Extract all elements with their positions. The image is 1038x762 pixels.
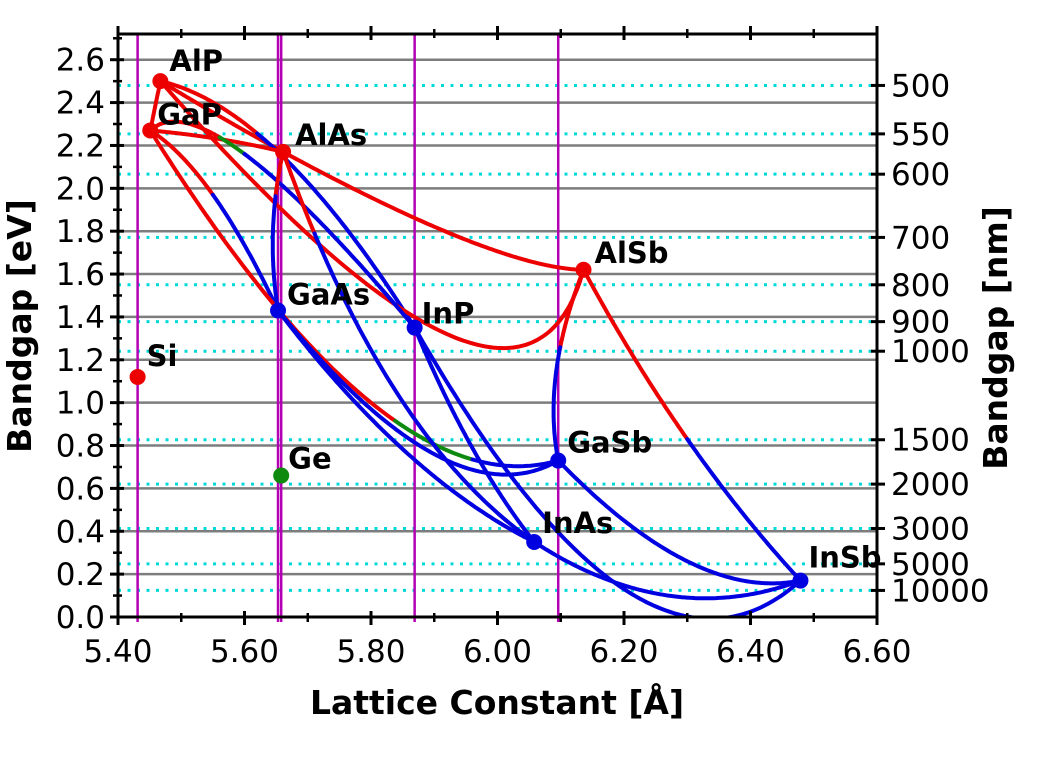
x-tick-label-6.40: 6.40: [716, 634, 785, 670]
alloy-curve-GaAs-GaSb-direct: [276, 308, 561, 477]
nm-tick-label-550: 550: [891, 117, 950, 153]
tick-labels-layer: 5.40 5.60 5.80 6.00 6.20 6.40 6.60 0.0 0.2 0.4 0.6…: [56, 43, 990, 670]
y-tick-label-1.0: 1.0: [56, 386, 105, 422]
alloy-curve-GaSb-InSb-direct: [556, 458, 803, 586]
nm-tick-label-3000: 3000: [891, 511, 970, 547]
y-tick-label-2.0: 2.0: [56, 171, 105, 207]
y-tick-label-0.6: 0.6: [56, 471, 105, 507]
nm-tick-label-1500: 1500: [891, 423, 970, 459]
alloy-curve-AlAs-InAs-indirect_X: [281, 149, 317, 236]
alloy-curve-GaP-GaAs-indirect_X: [148, 128, 215, 197]
x-axis-title: Lattice Constant [Å]: [310, 682, 684, 722]
point-GaP: [142, 122, 159, 139]
x-tick-label-6.60: 6.60: [842, 634, 911, 670]
point-label-GaAs: GaAs: [287, 277, 370, 311]
point-InSb: [792, 572, 809, 589]
alloy-curve-GaAs-InAs-direct: [276, 308, 537, 544]
alloy-curve-InP-InSb-direct: [412, 325, 803, 617]
point-label-GaP: GaP: [157, 97, 222, 131]
data-points-layer: AlP GaP AlAs GaAs InP AlSb GaSb InAs InSb Si Ge: [129, 44, 882, 589]
point-InP: [406, 319, 423, 336]
alloy-curve-AlAs-AlSb-indirect_X: [281, 149, 586, 272]
x-tick-label-6.20: 6.20: [589, 634, 658, 670]
nm-tick-label-900: 900: [891, 305, 950, 341]
point-label-InSb: InSb: [808, 541, 881, 575]
point-GaSb: [550, 452, 567, 469]
alloy-curve-AlAs-InAs-direct: [312, 231, 537, 544]
alloy-curve-AlSb-GaSb-indirect_X: [558, 267, 586, 350]
substrate-lines-layer: [136, 34, 560, 622]
alloy-curve-AlSb-InSb-direct: [685, 437, 803, 583]
alloy-curves-layer: [148, 79, 803, 617]
alloy-curve-InP-InAs-direct: [412, 325, 537, 544]
alloy-curve-InAs-InSb-direct: [532, 540, 803, 601]
y-tick-label-1.8: 1.8: [56, 214, 105, 250]
point-label-InP: InP: [422, 297, 475, 331]
point-InAs: [526, 533, 543, 550]
axes-layer: [110, 26, 885, 625]
alloy-curve-GaP-InP-indirect_L: [217, 135, 247, 156]
point-AlSb: [575, 261, 592, 278]
point-label-AlAs: AlAs: [295, 118, 367, 152]
x-tick-label-6.00: 6.00: [463, 634, 532, 670]
alloy-curve-GaP-InP-indirect_X: [148, 119, 222, 140]
y-tick-label-0.4: 0.4: [56, 514, 105, 550]
y-tick-label-1.2: 1.2: [56, 343, 105, 379]
nm-tick-label-2000: 2000: [891, 467, 970, 503]
y-tick-label-0.8: 0.8: [56, 429, 105, 465]
y-axis-title-left: Bandgap [eV]: [0, 199, 39, 453]
alloy-curve-GaP-InP-direct: [242, 152, 417, 330]
nm-tick-label-1000: 1000: [891, 334, 970, 370]
y-tick-label-0.0: 0.0: [56, 600, 105, 636]
alloy-curve-AlAs-GaAs-direct: [270, 194, 280, 313]
nm-tick-label-700: 700: [891, 220, 950, 256]
alloy-curve-AlP-GaP-indirect_X: [148, 79, 163, 133]
point-label-Ge: Ge: [288, 442, 331, 476]
nm-tick-label-10000: 10000: [891, 573, 990, 609]
nm-tick-label-800: 800: [891, 268, 950, 304]
point-AlAs: [275, 143, 292, 160]
point-label-GaSb: GaSb: [567, 426, 652, 460]
alloy-curve-AlSb-GaSb-direct: [551, 345, 563, 463]
y-axis-title-right: Bandgap [nm]: [976, 206, 1015, 470]
x-tick-label-5.40: 5.40: [83, 634, 152, 670]
point-Ge: [273, 467, 290, 484]
grid-layer: [118, 58, 877, 592]
y-tick-label-0.2: 0.2: [56, 557, 105, 593]
nm-tick-label-600: 600: [891, 157, 950, 193]
y-tick-label-2.4: 2.4: [56, 86, 105, 122]
y-tick-label-2.6: 2.6: [56, 43, 105, 79]
x-tick-label-5.80: 5.80: [336, 634, 405, 670]
nm-tick-label-5000: 5000: [891, 547, 970, 583]
y-tick-label-2.2: 2.2: [56, 128, 105, 164]
nm-tick-label-500: 500: [891, 68, 950, 104]
alloy-curve-AlP-InP-indirect_X: [158, 79, 260, 136]
alloy-curve-GaP-GaAs-direct: [210, 192, 280, 313]
point-label-AlP: AlP: [169, 44, 223, 78]
point-label-Si: Si: [147, 339, 178, 373]
point-label-InAs: InAs: [542, 506, 613, 540]
alloy-curve-GaP-GaSb-direct: [470, 457, 561, 469]
alloy-curve-AlP-AlSb-indirect_X: [158, 79, 586, 351]
point-GaAs: [270, 302, 287, 319]
point-Si: [129, 368, 146, 385]
alloy-curve-AlSb-InSb-indirect_X: [581, 267, 690, 442]
y-tick-label-1.4: 1.4: [56, 300, 105, 336]
y-tick-label-1.6: 1.6: [56, 257, 105, 293]
x-tick-label-5.60: 5.60: [210, 634, 279, 670]
point-label-AlSb: AlSb: [595, 236, 669, 270]
point-AlP: [152, 73, 169, 90]
